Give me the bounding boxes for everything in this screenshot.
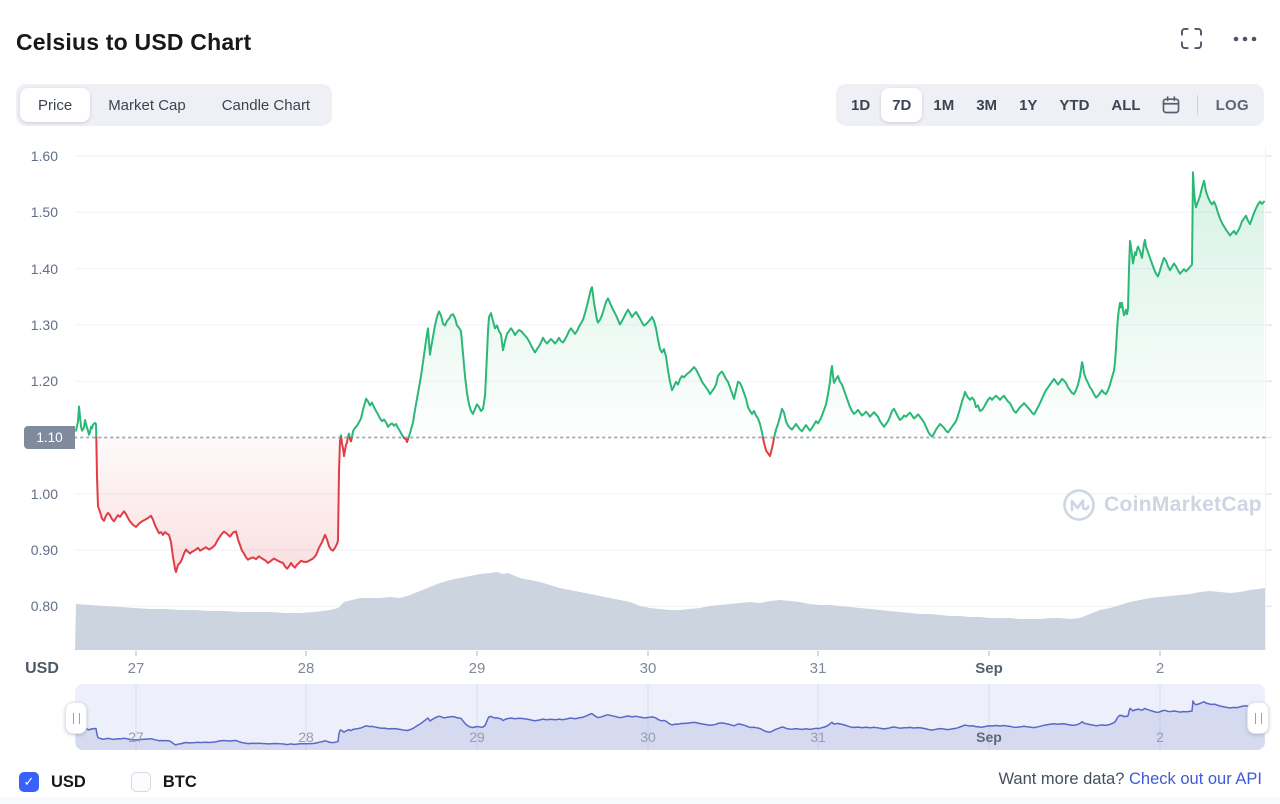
more-options-button[interactable] <box>1228 31 1262 47</box>
x-tick-label: 31 <box>809 660 827 677</box>
watermark: CoinMarketCap <box>1062 488 1262 522</box>
header-actions <box>1177 24 1262 53</box>
range-1d[interactable]: 1D <box>840 88 881 122</box>
api-prompt-text: Want more data? <box>998 770 1125 788</box>
y-tick-label: 1.50 <box>30 204 58 221</box>
usd-toggle-label: USD <box>51 772 86 791</box>
navigator-tick-label: 31 <box>810 729 826 745</box>
currency-unit-label: USD <box>25 660 59 677</box>
api-link[interactable]: Check out our API <box>1129 770 1262 788</box>
calendar-button[interactable] <box>1152 95 1190 115</box>
navigator-tick-label: 2 <box>1156 729 1164 745</box>
y-tick-label: 1.00 <box>30 485 58 502</box>
price-chart-plot[interactable] <box>75 146 1265 650</box>
range-1m[interactable]: 1M <box>922 88 965 122</box>
y-tick-label: 1.40 <box>30 260 58 277</box>
fullscreen-icon <box>1181 28 1202 49</box>
baseline-price-badge: 1.10 <box>24 426 75 449</box>
btc-toggle-label: BTC <box>162 772 197 791</box>
x-tick-label: 29 <box>468 660 486 677</box>
usd-toggle[interactable]: ✓ USD <box>19 772 86 792</box>
section-divider <box>0 797 1280 804</box>
coinmarketcap-logo-icon <box>1063 489 1095 521</box>
btc-checkbox[interactable] <box>130 772 151 792</box>
navigator-left-handle[interactable] <box>65 702 87 734</box>
grip-icon <box>1254 712 1262 724</box>
y-tick-label: 1.60 <box>30 148 58 164</box>
range-ytd[interactable]: YTD <box>1048 88 1100 122</box>
usd-checkbox[interactable]: ✓ <box>19 772 39 792</box>
navigator-right-handle[interactable] <box>1247 702 1269 734</box>
fullscreen-button[interactable] <box>1177 24 1206 53</box>
y-tick-label: 1.30 <box>30 316 58 333</box>
divider <box>1196 95 1198 115</box>
y-tick-label: 1.20 <box>30 373 58 390</box>
api-promo: Want more data? Check out our API <box>998 770 1262 789</box>
x-tick-label: 2 <box>1155 660 1165 677</box>
range-selector: 1D 7D 1M 3M 1Y YTD ALL LOG <box>836 84 1264 126</box>
grip-icon <box>72 712 80 724</box>
x-tick-label: Sep <box>975 660 1003 677</box>
navigator-tick-label: Sep <box>976 729 1002 745</box>
y-tick-label: 0.80 <box>30 598 58 615</box>
page-title: Celsius to USD Chart <box>16 29 252 56</box>
tab-candle-chart[interactable]: Candle Chart <box>204 88 328 122</box>
navigator-tick-label: 27 <box>128 729 144 745</box>
calendar-icon <box>1162 96 1179 114</box>
range-1y[interactable]: 1Y <box>1008 88 1048 122</box>
x-tick-label: 27 <box>127 660 145 677</box>
range-7d[interactable]: 7D <box>881 88 923 122</box>
y-tick-label: 0.90 <box>30 542 58 559</box>
range-3m[interactable]: 3M <box>965 88 1008 122</box>
tab-market-cap[interactable]: Market Cap <box>90 88 204 122</box>
chart-type-tabs: Price Market Cap Candle Chart <box>16 84 333 126</box>
range-all[interactable]: ALL <box>1100 88 1151 122</box>
tab-price[interactable]: Price <box>20 88 91 122</box>
x-tick-label: 30 <box>639 660 657 677</box>
navigator-tick-label: 30 <box>640 729 656 745</box>
footer-bar: ✓ USD BTC Want more data? Check out our … <box>0 762 1280 802</box>
btc-toggle[interactable]: BTC <box>130 772 197 792</box>
watermark-text: CoinMarketCap <box>1104 493 1262 516</box>
navigator-tick-label: 28 <box>298 729 314 745</box>
x-tick-label: 28 <box>297 660 315 677</box>
log-scale-button[interactable]: LOG <box>1205 88 1260 122</box>
navigator-tick-label: 29 <box>469 729 485 745</box>
more-options-icon <box>1233 36 1257 41</box>
